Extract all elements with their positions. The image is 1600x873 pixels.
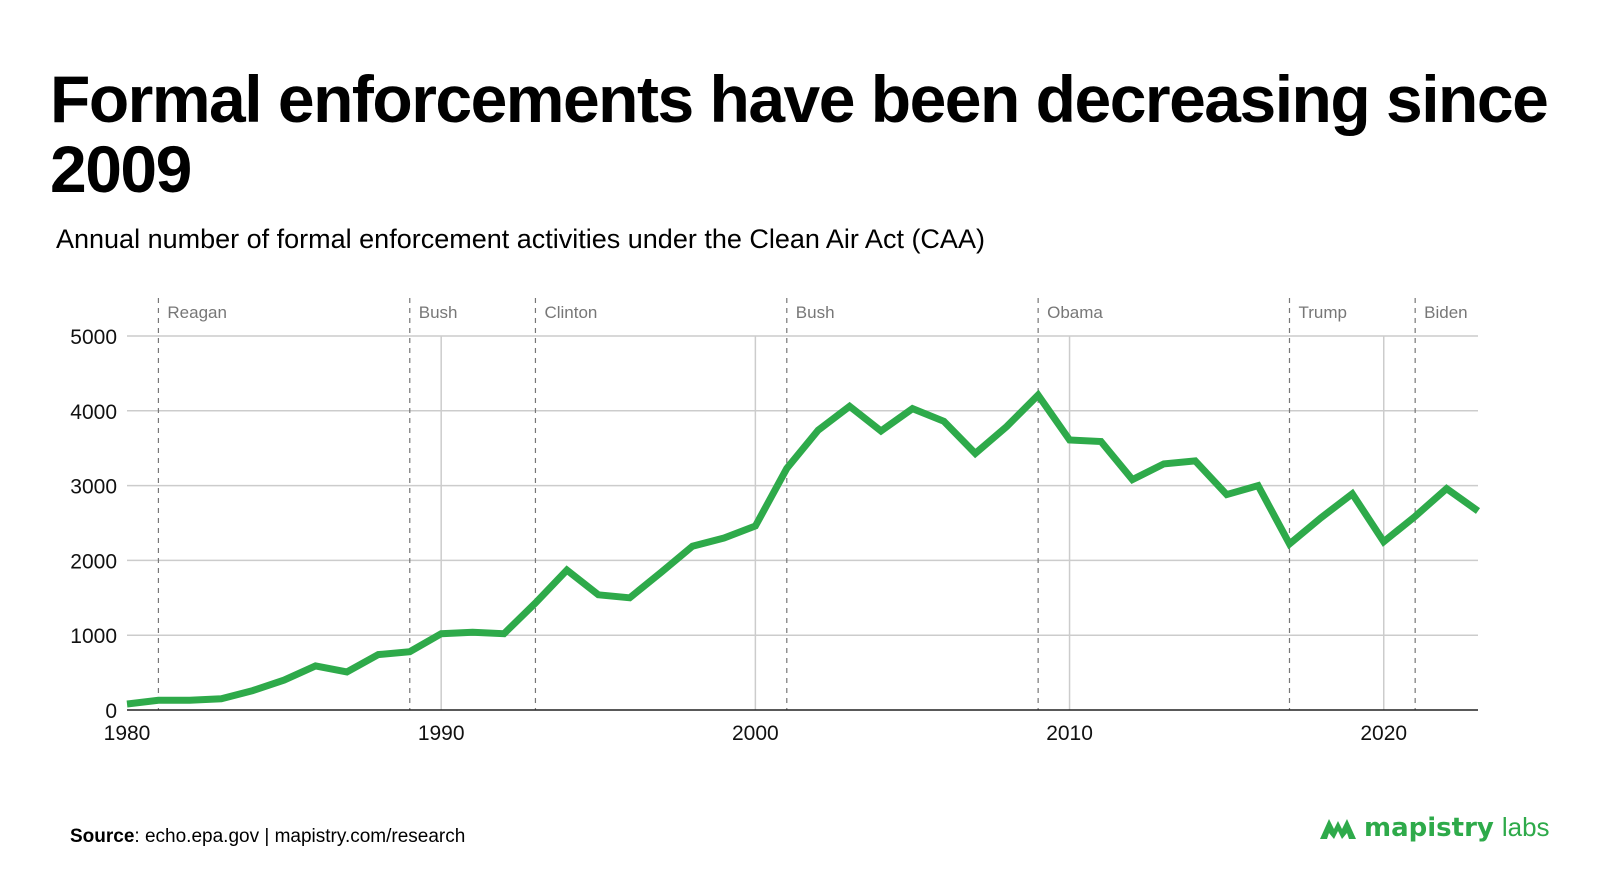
term-label: Biden bbox=[1424, 303, 1467, 322]
term-label: Reagan bbox=[167, 303, 227, 322]
chart-title: Formal enforcements have been decreasing… bbox=[50, 62, 1549, 206]
term-label: Obama bbox=[1047, 303, 1103, 322]
series-line bbox=[126, 389, 1481, 708]
brand-name: mapistry bbox=[1364, 812, 1494, 843]
y-tick-label: 5000 bbox=[70, 326, 117, 349]
mountain-logo-icon bbox=[1320, 818, 1356, 839]
x-tick-label: 2020 bbox=[1360, 722, 1407, 745]
y-tick-label: 4000 bbox=[70, 401, 117, 424]
y-tick-label: 2000 bbox=[70, 550, 117, 573]
x-tick-label: 2000 bbox=[732, 722, 779, 745]
source-note: Source: echo.epa.gov | mapistry.com/rese… bbox=[70, 826, 465, 848]
term-label: Clinton bbox=[544, 303, 597, 322]
x-tick-label: 1980 bbox=[104, 722, 151, 745]
y-tick-label: 3000 bbox=[70, 476, 117, 499]
chart-subtitle: Annual number of formal enforcement acti… bbox=[56, 224, 985, 254]
source-text: : echo.epa.gov | mapistry.com/research bbox=[134, 826, 466, 847]
x-tick-label: 1990 bbox=[418, 722, 465, 745]
y-tick-label: 0 bbox=[105, 700, 117, 723]
brand-logo: mapistry labs bbox=[1320, 812, 1550, 843]
line-chart: 0 1000 2000 3000 4000 5000 1980 1990 2000 2010 202… bbox=[70, 298, 1481, 745]
term-label: Bush bbox=[419, 303, 458, 322]
y-tick-label: 1000 bbox=[70, 625, 117, 648]
term-label: Bush bbox=[796, 303, 835, 322]
term-label: Trump bbox=[1298, 303, 1347, 322]
x-tick-label: 2010 bbox=[1046, 722, 1093, 745]
brand-sub: labs bbox=[1501, 812, 1550, 842]
source-label: Source bbox=[70, 826, 135, 847]
